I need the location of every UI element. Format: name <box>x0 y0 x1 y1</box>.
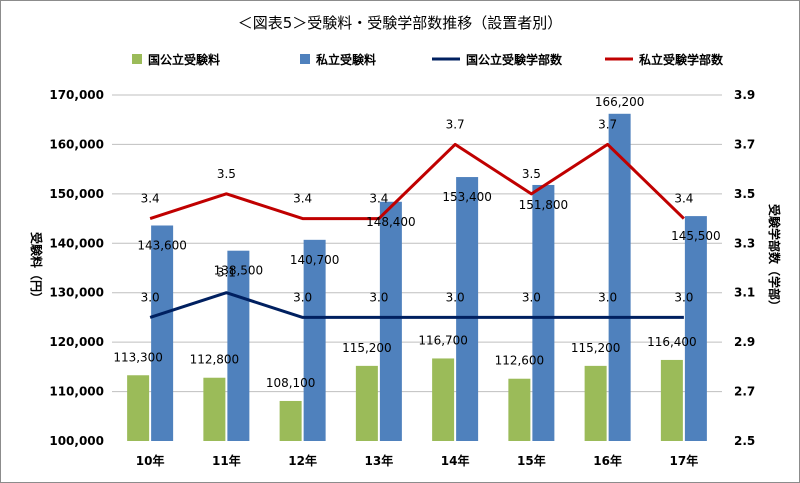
chart-title: ＜図表5＞受験料・受験学部数推移（設置者別） <box>238 14 563 32</box>
bar-data-label: 151,800 <box>519 198 569 212</box>
line-data-label: 3.1 <box>217 266 236 280</box>
lines-group <box>149 142 685 319</box>
bar-data-label: 108,100 <box>266 376 316 390</box>
series-line <box>149 291 684 319</box>
y-right-tick-label: 2.5 <box>734 434 755 448</box>
bars-group <box>127 113 707 441</box>
y-left-tick-label: 160,000 <box>49 137 104 151</box>
x-tick-label: 12年 <box>288 453 317 468</box>
x-tick-label: 16年 <box>593 453 622 468</box>
y-left-tick-label: 110,000 <box>49 385 104 399</box>
line-data-label: 3.0 <box>598 290 617 304</box>
bar <box>660 359 683 441</box>
line-data-label: 3.4 <box>293 192 312 206</box>
bar-data-label: 166,200 <box>595 95 645 109</box>
x-tick-label: 15年 <box>517 453 546 468</box>
line-data-label: 3.5 <box>217 167 236 181</box>
bar-data-label: 112,800 <box>190 353 240 367</box>
y-right-axis-title: 受験学部数（学部） <box>767 204 782 312</box>
bar-data-label: 145,500 <box>671 229 721 243</box>
x-tick-label: 10年 <box>136 453 165 468</box>
y-left-tick-label: 140,000 <box>49 236 104 250</box>
bar <box>456 177 479 441</box>
y-left-tick-label: 150,000 <box>49 187 104 201</box>
y-right-tick-label: 3.7 <box>734 137 755 151</box>
bar <box>127 375 150 441</box>
legend-swatch <box>132 54 142 64</box>
line-data-label: 3.0 <box>293 290 312 304</box>
axes-group: 100,000 110,000 120,000 130,000 140,000 150,0… <box>29 88 782 468</box>
bar <box>608 113 631 441</box>
y-right-tick-label: 3.9 <box>734 88 755 102</box>
x-tick-label: 13年 <box>365 453 394 468</box>
bar <box>303 239 326 441</box>
bar <box>432 358 455 441</box>
series-line <box>149 142 685 221</box>
line-data-label: 3.0 <box>522 290 541 304</box>
data-labels-group: 113,300 112,800 108,100 115,200 116,700 112,6… <box>113 95 720 390</box>
bar <box>355 365 378 441</box>
bar <box>203 377 226 441</box>
legend-label: 私立受験料 <box>315 52 376 67</box>
line-data-label: 3.0 <box>369 290 388 304</box>
line-data-label: 3.5 <box>522 167 541 181</box>
legend-label: 国公立受験料 <box>148 52 220 67</box>
bar-data-label: 113,300 <box>113 350 163 364</box>
y-left-tick-label: 130,000 <box>49 286 104 300</box>
line-data-label: 3.0 <box>446 290 465 304</box>
bar-data-label: 115,200 <box>342 341 392 355</box>
line-data-label: 3.0 <box>674 290 693 304</box>
bar-data-label: 153,400 <box>442 190 492 204</box>
bar <box>684 216 707 441</box>
y-left-tick-label: 170,000 <box>49 88 104 102</box>
y-right-tick-label: 3.1 <box>734 286 755 300</box>
bar <box>379 201 402 441</box>
y-left-tick-label: 100,000 <box>49 434 104 448</box>
legend-label: 国公立受験学部数 <box>466 52 563 67</box>
line-data-label: 3.4 <box>141 192 160 206</box>
bar <box>151 225 174 441</box>
bar-data-label: 116,400 <box>647 335 697 349</box>
bar <box>279 400 302 441</box>
legend-label: 私立受験学部数 <box>638 52 724 67</box>
legend: 国公立受験料 私立受験料 国公立受験学部数 私立受験学部数 <box>132 52 724 67</box>
bar <box>532 184 555 441</box>
y-right-tick-label: 2.9 <box>734 335 755 349</box>
line-data-label: 3.4 <box>369 192 388 206</box>
x-tick-label: 11年 <box>212 453 241 468</box>
bar-data-label: 138,500 <box>214 264 264 278</box>
line-data-label: 3.7 <box>598 117 617 131</box>
line-data-label: 3.4 <box>674 192 693 206</box>
bar-data-label: 148,400 <box>366 215 416 229</box>
x-tick-label: 17年 <box>670 453 699 468</box>
bar-data-label: 112,600 <box>495 354 545 368</box>
y-right-tick-label: 3.3 <box>734 236 755 250</box>
legend-swatch <box>300 54 310 64</box>
x-tick-label: 14年 <box>441 453 470 468</box>
y-left-axis-title: 受験料（円） <box>29 232 44 304</box>
bar-data-label: 116,700 <box>418 333 468 347</box>
y-right-tick-label: 2.7 <box>734 385 755 399</box>
bar-data-label: 115,200 <box>571 341 621 355</box>
bar-data-label: 143,600 <box>137 238 187 252</box>
bar <box>508 378 531 441</box>
line-data-label: 3.0 <box>141 290 160 304</box>
y-right-tick-label: 3.5 <box>734 187 755 201</box>
bar <box>584 365 607 441</box>
bar-data-label: 140,700 <box>290 253 340 267</box>
line-data-label: 3.7 <box>446 117 465 131</box>
y-left-tick-label: 120,000 <box>49 335 104 349</box>
